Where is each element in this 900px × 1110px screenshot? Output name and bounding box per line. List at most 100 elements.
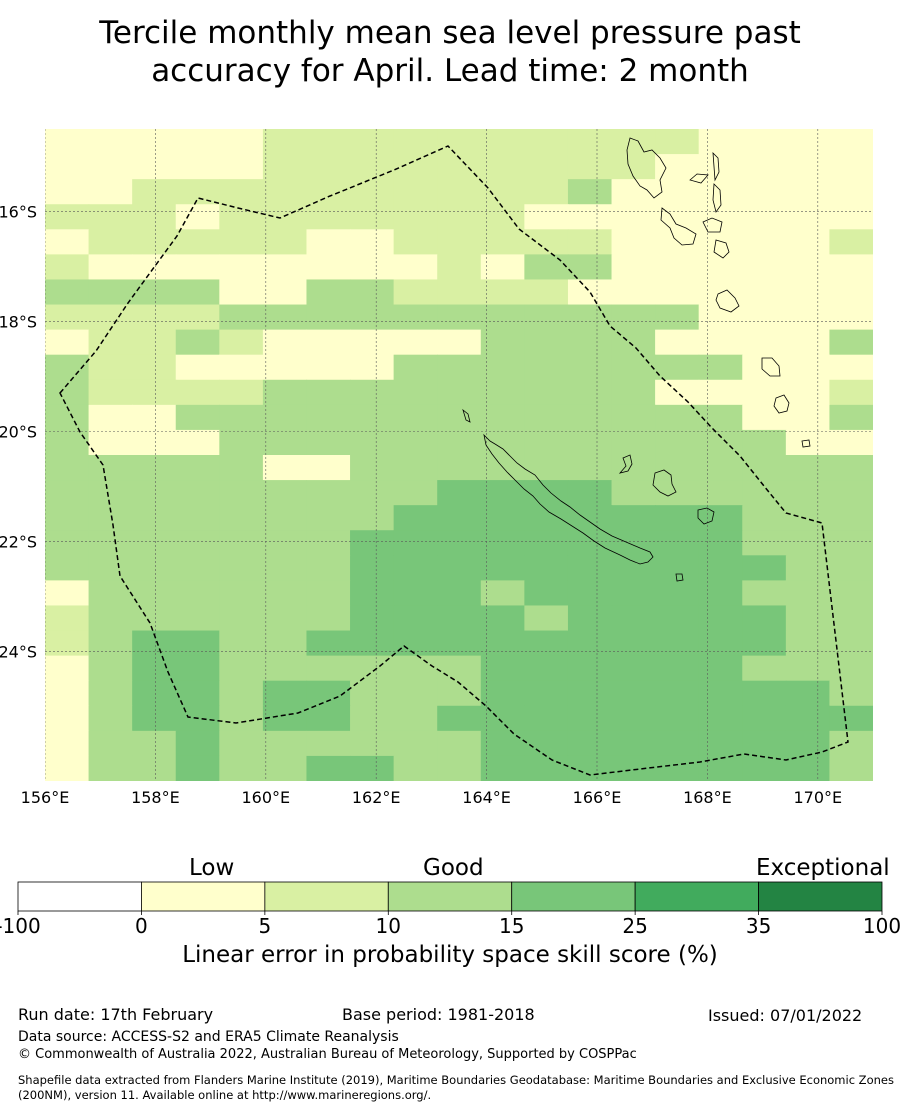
skill-cell	[698, 404, 743, 431]
skill-cell	[350, 455, 395, 481]
skill-cell	[393, 329, 438, 356]
skill-cell	[350, 429, 395, 456]
skill-cell	[655, 505, 700, 531]
lon-tick-label: 156°E	[21, 788, 70, 807]
skill-cell	[88, 329, 133, 356]
vanuatu-malakula	[660, 207, 697, 246]
skill-cell	[219, 154, 264, 180]
skill-cell	[698, 379, 743, 406]
skill-cell	[88, 179, 133, 205]
skill-cell	[132, 304, 177, 331]
lat-tick-label: 18°S	[0, 313, 37, 332]
skill-cell	[132, 179, 177, 205]
skill-cell	[785, 580, 831, 607]
skill-cell	[45, 655, 90, 682]
skill-cell	[480, 429, 525, 456]
skill-cell	[742, 179, 787, 205]
skill-cell	[829, 304, 873, 331]
coastlines	[462, 137, 811, 582]
skill-cell	[698, 154, 743, 180]
skill-cell	[219, 755, 264, 781]
skill-cell	[742, 630, 787, 657]
skill-cell	[132, 254, 177, 281]
skill-cell	[611, 254, 656, 281]
skill-cell	[567, 204, 613, 230]
skill-cell	[524, 254, 569, 281]
skill-cell	[480, 755, 525, 781]
skill-cell	[829, 505, 873, 531]
skill-cell	[567, 404, 613, 431]
skill-cell	[785, 505, 831, 531]
skill-cell	[611, 455, 656, 481]
skill-cell	[262, 705, 308, 732]
skill-cell	[45, 404, 90, 431]
skill-cell	[132, 505, 177, 531]
skill-cell	[393, 705, 438, 732]
skill-cell	[262, 279, 308, 306]
colorbar-tick-label: 35	[746, 914, 771, 938]
skill-cell	[175, 279, 220, 306]
lat-tick-label: 24°S	[0, 643, 37, 662]
skill-cell	[306, 379, 351, 406]
title-line-2: accuracy for April. Lead time: 2 month	[151, 53, 749, 89]
run-date: Run date: 17th February	[18, 1005, 214, 1024]
skill-cell	[45, 480, 90, 506]
skill-cell	[829, 404, 873, 431]
skill-cell	[393, 179, 438, 205]
skill-cell	[829, 329, 873, 356]
colorbar-title: Linear error in probability space skill …	[182, 942, 718, 968]
skill-cell	[262, 129, 308, 155]
skill-cell	[785, 229, 831, 255]
skill-cell	[88, 605, 133, 632]
skill-cell	[88, 680, 133, 707]
skill-cell	[306, 429, 351, 456]
skill-cell	[742, 555, 787, 581]
skill-cell	[567, 480, 613, 506]
skill-cell	[132, 379, 177, 406]
skill-cell	[393, 655, 438, 682]
skill-cell	[306, 354, 351, 381]
skill-cell	[742, 755, 787, 781]
skill-cell	[437, 229, 482, 255]
skill-cell	[437, 455, 482, 481]
skill-cell	[132, 129, 177, 155]
skill-cell	[393, 755, 438, 781]
skill-cell	[175, 455, 220, 481]
skill-cell	[480, 655, 525, 682]
skill-cell	[132, 204, 177, 230]
skill-cell	[45, 705, 90, 732]
skill-cell	[45, 329, 90, 356]
skill-cell	[393, 630, 438, 657]
skill-cell	[45, 605, 90, 632]
skill-cell	[262, 480, 308, 506]
skill-cell	[393, 605, 438, 632]
skill-cell	[437, 354, 482, 381]
skill-cell	[350, 480, 395, 506]
skill-cell	[742, 429, 787, 456]
skill-cell	[785, 630, 831, 657]
colorbar-tick-label: 25	[622, 914, 647, 938]
skill-cell	[829, 530, 873, 556]
skill-cell	[306, 279, 351, 306]
skill-cell	[219, 505, 264, 531]
skill-cell	[393, 455, 438, 481]
skill-cell	[306, 605, 351, 632]
skill-cell	[45, 530, 90, 556]
colorbar-segment	[264, 881, 389, 912]
skill-cell	[698, 455, 743, 481]
colorbar-segment	[17, 881, 142, 912]
skill-cell	[437, 655, 482, 682]
skill-cell	[350, 404, 395, 431]
skill-cell	[480, 555, 525, 581]
skill-cell	[306, 505, 351, 531]
skill-cell	[785, 655, 831, 682]
skill-cell	[262, 379, 308, 406]
skill-cell	[829, 204, 873, 230]
skill-cell	[698, 354, 743, 381]
skill-cell	[480, 480, 525, 506]
skill-cell	[567, 630, 613, 657]
skill-cell	[524, 404, 569, 431]
skill-cell	[611, 404, 656, 431]
skill-cell	[698, 580, 743, 607]
